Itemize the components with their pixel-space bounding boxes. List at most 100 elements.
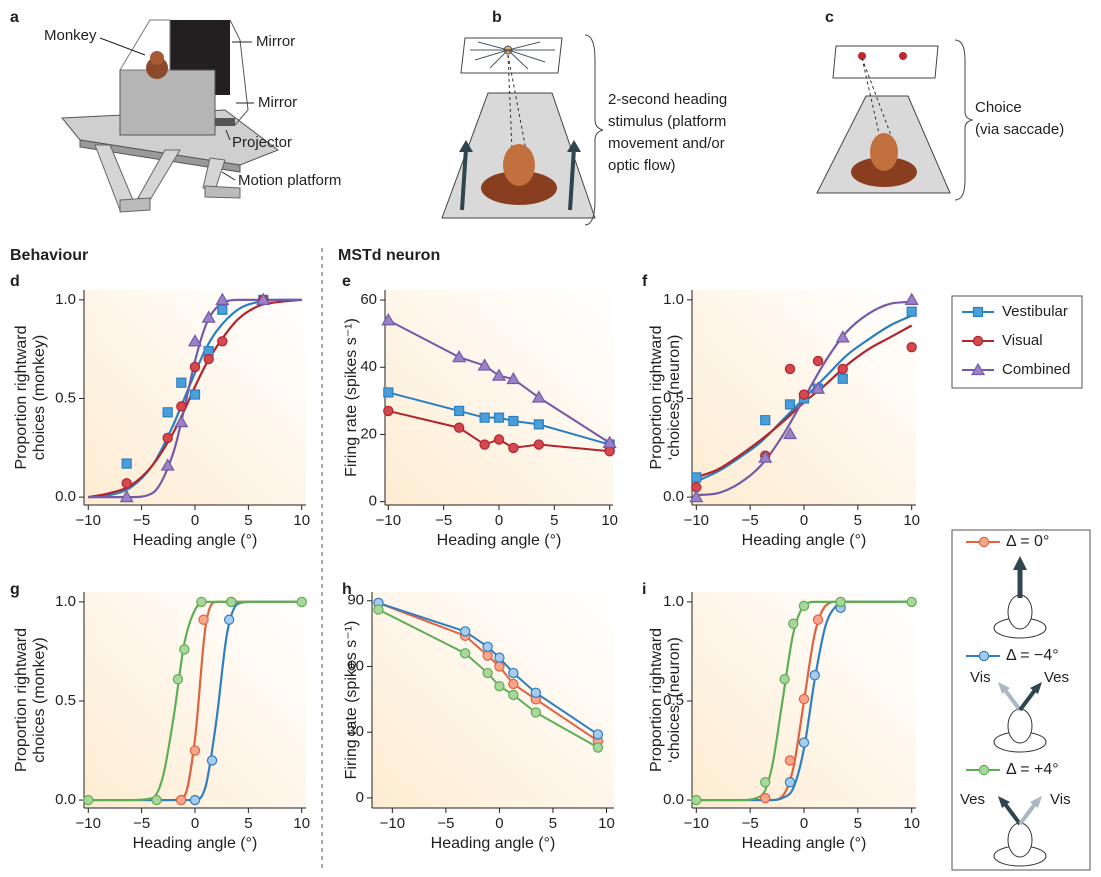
marker xyxy=(534,440,543,449)
y-tick-label: 0.0 xyxy=(55,488,76,505)
marker xyxy=(838,374,847,383)
illustration-label: Vis xyxy=(970,669,991,686)
y-tick-label: 60 xyxy=(360,291,377,308)
x-axis-label: Heading angle (°) xyxy=(742,835,867,852)
panel-letter: i xyxy=(642,581,646,598)
y-axis-label: Proportion rightward xyxy=(13,325,30,469)
marker xyxy=(152,795,161,804)
x-tick-label: −5 xyxy=(437,815,454,832)
marker xyxy=(197,597,206,606)
marker xyxy=(785,756,794,765)
panel-letter: g xyxy=(10,581,20,598)
marker xyxy=(761,416,770,425)
panel-letter: a xyxy=(10,9,19,26)
x-tick-label: 10 xyxy=(903,815,920,832)
choice-illustration xyxy=(817,40,972,200)
x-axis-label: Heading angle (°) xyxy=(742,532,867,549)
marker xyxy=(785,364,794,373)
legend-label: Vestibular xyxy=(1002,303,1068,320)
x-tick-label: −10 xyxy=(76,512,101,529)
y-axis-label: ‘choices’ (neuron) xyxy=(666,637,683,763)
marker xyxy=(786,400,795,409)
marker xyxy=(455,406,464,415)
x-tick-label: 5 xyxy=(550,512,558,529)
x-tick-label: −10 xyxy=(376,512,401,529)
marker xyxy=(509,443,518,452)
legend-label: Combined xyxy=(1002,361,1070,378)
x-tick-label: 5 xyxy=(549,815,557,832)
illustration-label: Monkey xyxy=(44,27,97,44)
illustration-label: Vis xyxy=(1050,791,1071,808)
marker xyxy=(227,597,236,606)
x-tick-label: 5 xyxy=(854,512,862,529)
marker xyxy=(384,406,393,415)
illustration-label: Ves xyxy=(960,791,985,808)
marker xyxy=(218,305,227,314)
x-tick-label: −5 xyxy=(435,512,452,529)
marker xyxy=(483,668,492,677)
marker xyxy=(810,671,819,680)
y-tick-label: 1.0 xyxy=(663,291,684,308)
legend-label: Visual xyxy=(1002,332,1043,349)
marker xyxy=(605,447,614,456)
marker xyxy=(509,668,518,677)
y-tick-label: 0.5 xyxy=(55,692,76,709)
legend-label: Δ = −4° xyxy=(1006,647,1059,664)
caption-line: optic flow) xyxy=(608,157,676,174)
marker xyxy=(191,390,200,399)
panel-letter: d xyxy=(10,273,20,290)
marker xyxy=(483,651,492,660)
marker xyxy=(177,795,186,804)
marker xyxy=(461,649,470,658)
marker xyxy=(692,795,701,804)
x-tick-label: −5 xyxy=(742,815,759,832)
marker xyxy=(813,615,822,624)
illustration-label: Motion platform xyxy=(238,172,341,189)
x-tick-label: 10 xyxy=(598,815,615,832)
plot-background xyxy=(84,592,306,808)
marker xyxy=(122,479,131,488)
marker xyxy=(531,708,540,717)
figure: a Monkey Mirror Mirror Projector Motion … xyxy=(0,0,1101,877)
marker xyxy=(297,597,306,606)
marker xyxy=(692,473,701,482)
y-axis-label: Proportion rightward xyxy=(648,325,665,469)
x-tick-label: −10 xyxy=(684,512,709,529)
y-axis-label: Firing rate (spikes s⁻¹) xyxy=(343,318,360,477)
marker xyxy=(593,730,602,739)
marker xyxy=(813,356,822,365)
y-tick-label: 0.5 xyxy=(55,389,76,406)
y-axis-label: choices (monkey) xyxy=(31,637,48,762)
marker xyxy=(199,615,208,624)
caption-line: Choice xyxy=(975,99,1022,116)
x-axis-label: Heading angle (°) xyxy=(431,835,556,852)
x-tick-label: 0 xyxy=(191,815,199,832)
marker xyxy=(483,642,492,651)
caption-line: stimulus (platform xyxy=(608,113,726,130)
x-tick-label: 0 xyxy=(495,512,503,529)
x-tick-label: 10 xyxy=(293,512,310,529)
marker xyxy=(761,778,770,787)
y-tick-label: 0.0 xyxy=(663,791,684,808)
stimulus-illustration xyxy=(442,35,603,225)
y-tick-label: 1.0 xyxy=(663,593,684,610)
illustration-label: Mirror xyxy=(256,33,295,50)
x-tick-label: −10 xyxy=(76,815,101,832)
y-tick-label: 0.0 xyxy=(663,488,684,505)
x-tick-label: −10 xyxy=(380,815,405,832)
marker xyxy=(531,688,540,697)
marker xyxy=(190,746,199,755)
y-tick-label: 1.0 xyxy=(55,593,76,610)
caption-line: (via saccade) xyxy=(975,121,1064,138)
marker xyxy=(163,433,172,442)
panel-letter: f xyxy=(642,273,648,290)
legend-marker xyxy=(979,651,988,660)
y-axis-label: Proportion rightward xyxy=(648,628,665,772)
y-tick-label: 0 xyxy=(369,493,377,510)
marker xyxy=(799,390,808,399)
marker xyxy=(225,615,234,624)
marker xyxy=(190,795,199,804)
y-tick-label: 0 xyxy=(356,789,364,806)
marker xyxy=(785,778,794,787)
marker xyxy=(495,682,504,691)
